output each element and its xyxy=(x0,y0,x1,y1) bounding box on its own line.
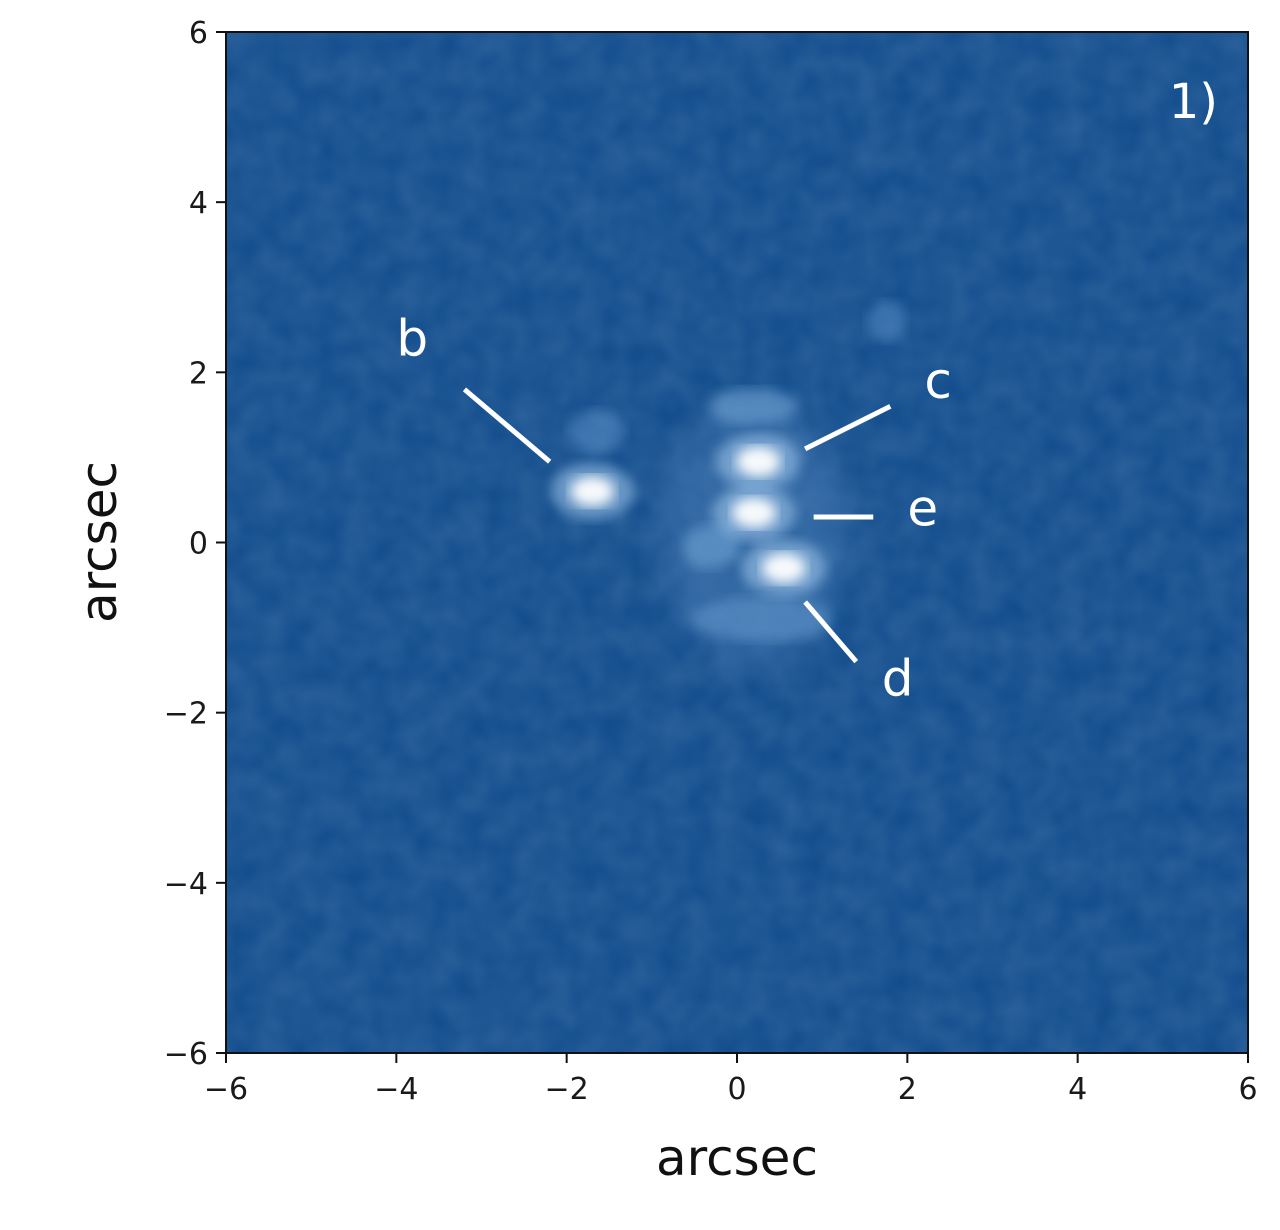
sources-layer xyxy=(550,301,907,664)
x-tick-label: −6 xyxy=(204,1072,248,1107)
y-tick-label: 2 xyxy=(189,356,208,391)
residual-blob xyxy=(568,409,625,454)
source-d xyxy=(761,553,806,584)
residual-blob xyxy=(692,597,833,642)
annotation-label-b: b xyxy=(396,309,428,367)
source-c xyxy=(736,446,781,477)
y-tick-label: 4 xyxy=(189,186,208,221)
x-tick-label: 6 xyxy=(1238,1072,1257,1107)
x-tick-label: 0 xyxy=(727,1072,746,1107)
y-axis-title: arcsec xyxy=(70,461,128,623)
y-axis: 6 4 2 0 −2 −4 −6 xyxy=(164,16,226,1072)
annotation-line-c xyxy=(804,404,892,452)
y-tick-label: −2 xyxy=(164,697,208,732)
plot-area: b c e d 1) xyxy=(225,31,1249,1054)
y-tick-label: 0 xyxy=(189,527,208,562)
annotation-label-d: d xyxy=(882,650,914,708)
x-axis: −6 −4 −2 0 2 4 6 xyxy=(204,1053,1258,1107)
annotations-layer: b c e d xyxy=(396,309,952,707)
y-tick-label: 6 xyxy=(189,16,208,51)
x-axis-title: arcsec xyxy=(656,1129,818,1187)
residual-blob xyxy=(709,388,800,425)
residual-blob xyxy=(866,301,907,342)
y-tick-label: −4 xyxy=(164,867,208,902)
x-tick-label: −2 xyxy=(545,1072,589,1107)
annotation-label-c: c xyxy=(924,352,952,410)
annotation-line-b xyxy=(462,387,552,464)
annotation-line-d xyxy=(803,600,859,664)
x-tick-label: 4 xyxy=(1068,1072,1087,1107)
x-tick-label: −4 xyxy=(374,1072,418,1107)
y-tick-label: −6 xyxy=(164,1037,208,1072)
source-e xyxy=(732,497,777,528)
panel-label: 1) xyxy=(1169,74,1218,130)
source-b xyxy=(570,476,615,507)
x-tick-label: 2 xyxy=(898,1072,917,1107)
residual-blob xyxy=(683,524,740,569)
annotation-label-e: e xyxy=(907,479,938,537)
